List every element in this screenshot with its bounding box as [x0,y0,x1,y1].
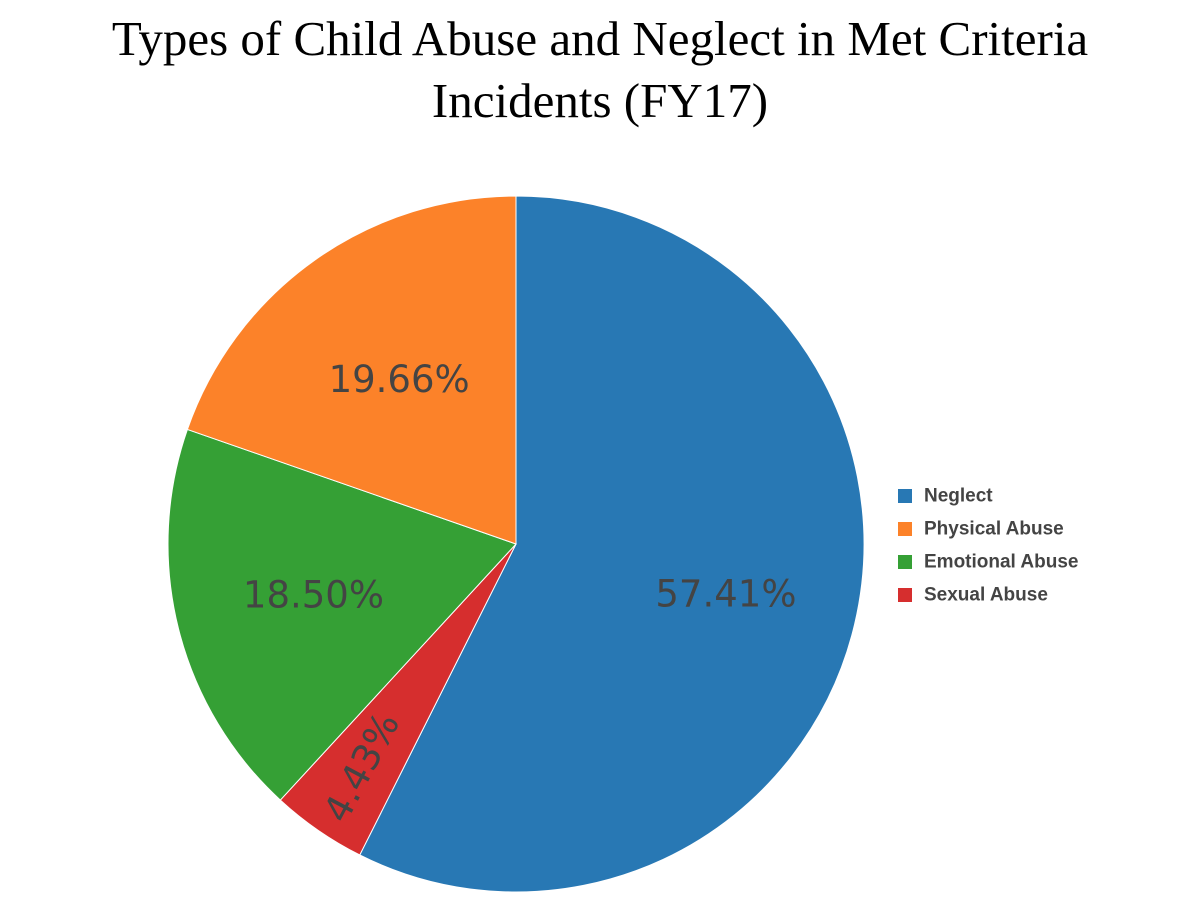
legend-item-physical-abuse[interactable]: Physical Abuse [898,519,1064,540]
legend-item-emotional-abuse[interactable]: Emotional Abuse [898,552,1078,573]
slice-label-emotional-abuse: 18.50% [243,573,384,616]
legend-swatch-emotional-abuse [898,555,912,569]
slice-label-physical-abuse: 19.66% [329,358,470,401]
legend-label-physical-abuse: Physical Abuse [924,519,1064,540]
legend-label-sexual-abuse: Sexual Abuse [924,585,1048,606]
slice-label-neglect: 57.41% [655,572,796,615]
legend-item-sexual-abuse[interactable]: Sexual Abuse [898,585,1048,606]
legend: Neglect Physical Abuse Emotional Abuse Sexu… [898,486,1078,606]
pie-slices [168,196,864,892]
legend-item-neglect[interactable]: Neglect [898,486,993,507]
legend-swatch-sexual-abuse [898,588,912,602]
legend-swatch-neglect [898,489,912,503]
legend-label-emotional-abuse: Emotional Abuse [924,552,1078,573]
legend-label-neglect: Neglect [924,486,993,507]
legend-swatch-physical-abuse [898,522,912,536]
